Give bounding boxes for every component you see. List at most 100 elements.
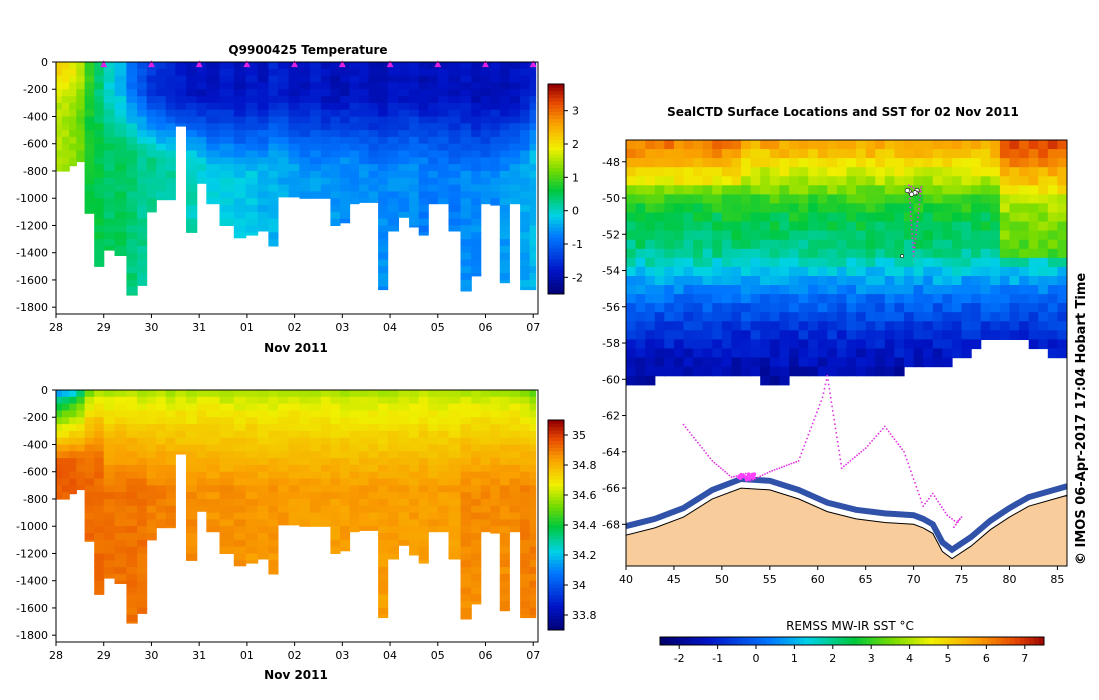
data-cell	[387, 89, 399, 97]
temperature-panel: Q9900425 Temperature ▲ ▲ ▲ ▲ ▲ ▲ ▲ ▲ ▲ ▲ 0-200-40…	[16, 43, 583, 355]
data-cell	[509, 116, 521, 124]
data-cell	[126, 218, 138, 226]
sst-cell	[683, 248, 694, 259]
data-cell	[340, 546, 351, 552]
data-cell	[257, 191, 269, 199]
sst-cell	[904, 140, 915, 150]
sst-cell	[645, 348, 656, 359]
sst-cell	[1057, 149, 1067, 159]
sst-cell	[1038, 330, 1049, 340]
data-cell	[499, 594, 510, 602]
data-cell	[378, 560, 389, 568]
sst-cell	[1038, 285, 1049, 295]
sst-cell	[693, 230, 704, 241]
data-cell	[114, 184, 127, 192]
sst-cell	[693, 339, 704, 350]
sst-cell	[645, 212, 656, 223]
data-cell	[156, 417, 167, 425]
data-cell	[437, 437, 450, 446]
track-point	[759, 475, 762, 478]
data-cell	[94, 458, 105, 466]
data-cell	[288, 458, 300, 466]
data-cell	[330, 205, 341, 213]
data-cell	[137, 505, 148, 514]
sst-cell	[721, 294, 733, 304]
data-cell	[233, 403, 247, 411]
sst-cell	[942, 194, 953, 205]
data-cell	[409, 75, 420, 83]
data-cell	[175, 417, 187, 425]
data-cell	[76, 116, 86, 124]
colorbar-swatch	[548, 448, 564, 452]
sst-cell	[1047, 312, 1058, 322]
data-cell	[310, 471, 322, 480]
data-cell	[114, 198, 127, 206]
data-cell	[330, 390, 341, 398]
track-point	[701, 447, 703, 449]
data-cell	[299, 451, 311, 459]
colorbar-swatch	[548, 126, 564, 130]
data-cell	[196, 109, 207, 118]
sst-cell	[990, 176, 1001, 186]
sst-cell	[760, 239, 771, 250]
colorbar-swatch	[548, 458, 564, 463]
data-cell	[277, 417, 290, 425]
data-cell	[448, 478, 461, 486]
data-cell	[490, 444, 501, 452]
data-cell	[219, 109, 235, 118]
sst-cell	[1038, 140, 1049, 150]
sst-cell	[971, 276, 982, 286]
sst-cell	[789, 221, 800, 232]
data-cell	[398, 109, 410, 118]
data-cell	[277, 191, 290, 198]
data-cell	[137, 430, 148, 439]
sst-cell	[817, 257, 828, 268]
sst-cell	[817, 330, 828, 340]
sst-cell	[1038, 185, 1049, 195]
data-cell	[126, 164, 138, 172]
data-cell	[94, 417, 105, 425]
sst-cell	[875, 266, 886, 277]
data-cell	[288, 89, 300, 97]
sst-cell	[645, 303, 656, 313]
data-cell	[529, 273, 537, 281]
data-cell	[219, 444, 235, 452]
data-cell	[288, 410, 300, 418]
data-cell	[349, 143, 360, 152]
data-cell	[428, 505, 439, 514]
sst-cell	[942, 176, 953, 186]
data-cell	[480, 485, 491, 493]
data-cell	[409, 451, 420, 459]
data-cell	[137, 471, 148, 480]
y-tick-label: -1800	[16, 629, 48, 642]
data-cell	[490, 102, 501, 111]
data-cell	[418, 437, 429, 446]
data-cell	[257, 62, 269, 70]
data-cell	[257, 437, 269, 446]
y-tick-label: -600	[23, 466, 48, 479]
data-cell	[460, 225, 472, 233]
track-point	[847, 461, 850, 464]
data-cell	[288, 109, 300, 118]
data-cell	[448, 553, 461, 560]
sst-cell	[741, 221, 752, 232]
sst-cell	[952, 185, 963, 195]
data-cell	[378, 396, 389, 405]
data-cell	[320, 136, 331, 145]
data-cell	[219, 390, 235, 398]
sst-cell	[913, 357, 924, 368]
data-cell	[471, 252, 482, 261]
data-cell	[520, 68, 531, 77]
data-cell	[340, 526, 351, 534]
data-cell	[310, 451, 322, 459]
data-cell	[460, 567, 472, 575]
sst-cell	[942, 357, 953, 368]
sst-cell	[769, 339, 780, 350]
sst-cell	[999, 221, 1011, 232]
data-cell	[330, 499, 341, 507]
data-cell	[529, 417, 537, 425]
data-cell	[398, 430, 410, 439]
sst-cell	[961, 348, 972, 359]
data-cell	[146, 75, 157, 83]
